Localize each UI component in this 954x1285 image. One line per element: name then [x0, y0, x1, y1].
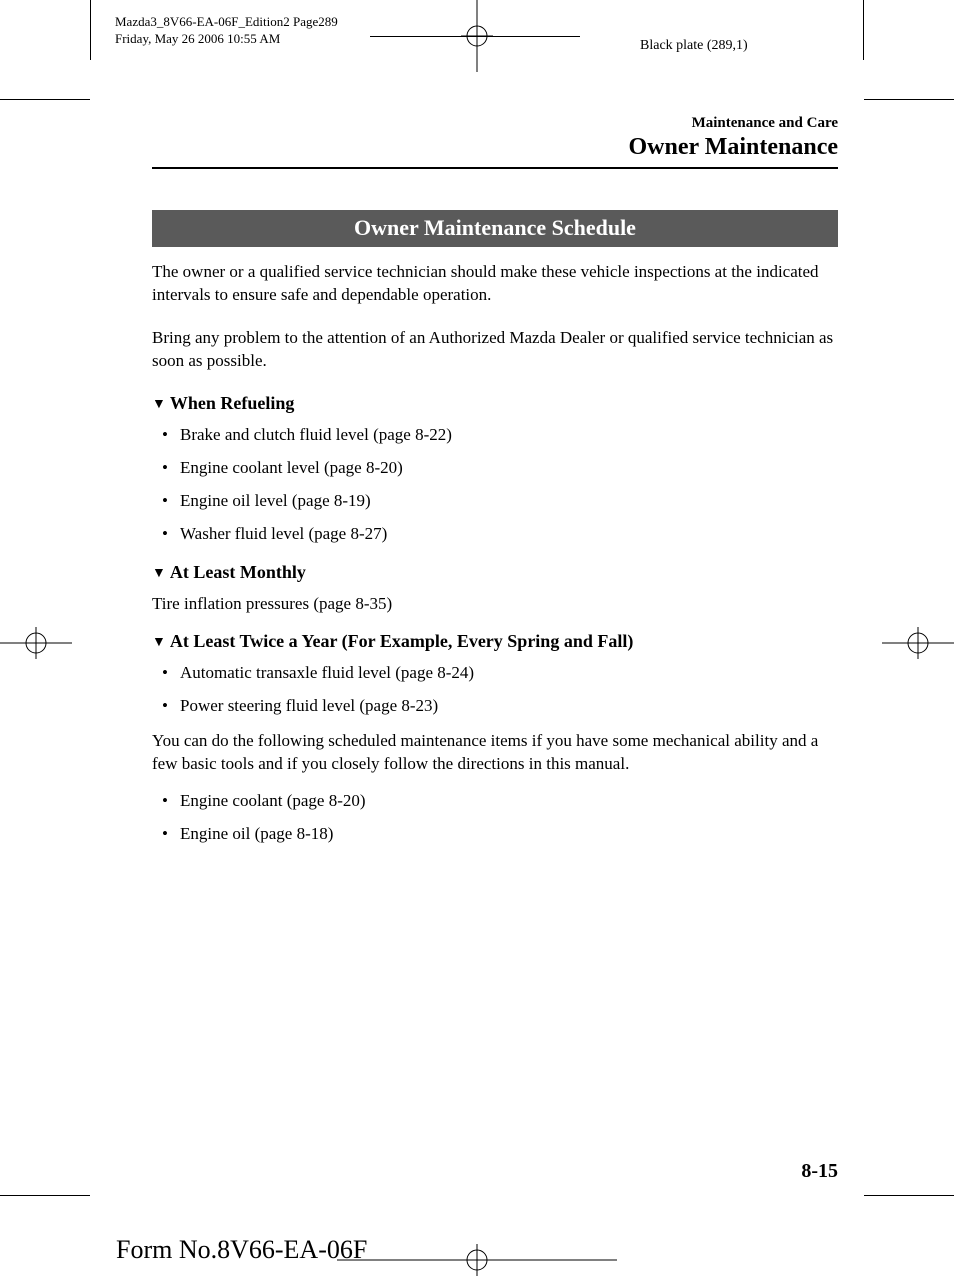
triangle-down-icon: ▼ [152, 397, 166, 413]
form-number: Form No.8V66-EA-06F [116, 1235, 367, 1265]
crop-mark [0, 1195, 90, 1225]
body-text: Tire inflation pressures (page 8-35) [152, 593, 838, 616]
list-item: Washer fluid level (page 8-27) [152, 523, 838, 546]
list-item: Engine coolant level (page 8-20) [152, 457, 838, 480]
subsection-label: At Least Monthly [170, 562, 306, 582]
registration-mark-icon [882, 623, 954, 663]
list-item: Engine oil level (page 8-19) [152, 490, 838, 513]
bullet-list: Brake and clutch fluid level (page 8-22)… [152, 424, 838, 546]
page-content: Owner Maintenance Schedule The owner or … [152, 210, 838, 858]
registration-mark-icon [0, 623, 72, 663]
list-item: Engine coolant (page 8-20) [152, 790, 838, 813]
doc-timestamp: Friday, May 26 2006 10:55 AM [115, 31, 338, 48]
subsection-heading: ▼At Least Twice a Year (For Example, Eve… [152, 631, 838, 652]
print-meta: Mazda3_8V66-EA-06F_Edition2 Page289 Frid… [115, 14, 338, 48]
list-item: Engine oil (page 8-18) [152, 823, 838, 846]
subsection-heading: ▼When Refueling [152, 393, 838, 414]
subsection-heading: ▼At Least Monthly [152, 562, 838, 583]
body-text: You can do the following scheduled maint… [152, 730, 838, 776]
intro-paragraph: Bring any problem to the attention of an… [152, 327, 838, 373]
black-plate-label: Black plate (289,1) [640, 38, 748, 54]
chapter-title: Maintenance and Care [152, 115, 838, 132]
list-item: Brake and clutch fluid level (page 8-22) [152, 424, 838, 447]
subsection-label: At Least Twice a Year (For Example, Ever… [170, 631, 633, 651]
list-item: Power steering fluid level (page 8-23) [152, 695, 838, 718]
registration-mark-icon [337, 1240, 617, 1280]
crop-mark [90, 0, 91, 60]
bullet-list: Automatic transaxle fluid level (page 8-… [152, 662, 838, 718]
triangle-down-icon: ▼ [152, 635, 166, 651]
page-number: 8-15 [801, 1160, 838, 1183]
intro-paragraph: The owner or a qualified service technic… [152, 261, 838, 307]
header-rule [152, 167, 838, 169]
crop-mark [863, 0, 864, 60]
bullet-list: Engine coolant (page 8-20) Engine oil (p… [152, 790, 838, 846]
crop-mark [864, 70, 954, 100]
crop-mark [0, 70, 90, 100]
triangle-down-icon: ▼ [152, 566, 166, 582]
subsection-label: When Refueling [170, 393, 295, 413]
page-header: Maintenance and Care Owner Maintenance [152, 115, 838, 169]
section-banner: Owner Maintenance Schedule [152, 210, 838, 247]
registration-line [370, 36, 580, 37]
doc-id: Mazda3_8V66-EA-06F_Edition2 Page289 [115, 14, 338, 31]
crop-mark [864, 1195, 954, 1225]
list-item: Automatic transaxle fluid level (page 8-… [152, 662, 838, 685]
section-title: Owner Maintenance [152, 134, 838, 161]
